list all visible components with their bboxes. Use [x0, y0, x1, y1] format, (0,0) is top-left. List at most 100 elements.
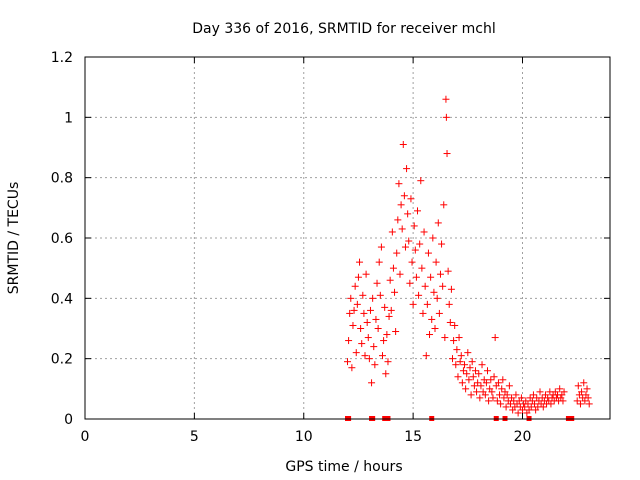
data-point	[372, 315, 380, 323]
data-point	[482, 379, 490, 387]
y-tick-label: 0.2	[51, 352, 73, 368]
data-point	[398, 225, 406, 233]
y-axis-label: SRMTID / TECUs	[6, 182, 22, 295]
data-point	[471, 367, 479, 375]
data-point	[506, 400, 514, 408]
data-point	[442, 113, 450, 121]
data-point	[440, 201, 448, 209]
data-point	[556, 385, 564, 393]
data-point	[455, 334, 463, 342]
x-tick-label: 5	[190, 429, 199, 445]
data-point	[459, 367, 467, 375]
data-point	[576, 400, 584, 408]
data-point	[360, 309, 368, 317]
data-point	[481, 391, 489, 399]
data-point	[400, 192, 408, 200]
data-point	[497, 400, 505, 408]
data-point	[477, 382, 485, 390]
data-point	[389, 264, 397, 272]
data-point	[485, 397, 493, 405]
data-point	[578, 388, 586, 396]
data-point	[478, 361, 486, 369]
data-point	[373, 279, 381, 287]
data-point	[453, 346, 461, 354]
data-point	[438, 240, 446, 248]
data-point	[371, 361, 379, 369]
data-point	[419, 309, 427, 317]
data-point	[529, 391, 537, 399]
data-point	[358, 340, 366, 348]
data-point	[368, 379, 376, 387]
data-point	[397, 201, 405, 209]
data-point	[392, 328, 400, 336]
data-point	[490, 373, 498, 381]
grid-lines	[85, 57, 610, 419]
data-point	[468, 358, 476, 366]
data-point	[395, 180, 403, 188]
data-point	[410, 222, 418, 230]
data-point	[377, 243, 385, 251]
data-point	[464, 349, 472, 357]
data-point	[414, 207, 421, 215]
data-point	[430, 288, 438, 296]
data-point	[401, 243, 409, 251]
data-point	[502, 403, 510, 411]
data-point	[446, 318, 454, 326]
data-point	[374, 325, 382, 332]
data-point	[345, 337, 353, 345]
y-tick-label: 0.4	[51, 291, 73, 307]
data-point	[465, 376, 473, 384]
data-point	[361, 352, 369, 360]
data-point	[491, 334, 499, 342]
data-point	[432, 258, 440, 266]
tick-labels: 0 0.2 0.4 0.6 0.8 1 1.2 0 5 10 15 20	[51, 50, 610, 445]
x-tick-label: 10	[295, 429, 313, 445]
data-point	[434, 219, 442, 227]
y-tick-label: 0	[64, 412, 73, 428]
data-point	[359, 291, 367, 299]
data-point	[363, 318, 371, 326]
data-point	[514, 409, 522, 417]
data-point	[474, 379, 482, 387]
data-point	[433, 294, 441, 302]
data-point	[429, 234, 437, 242]
data-point	[445, 300, 453, 308]
data-point	[405, 237, 413, 245]
data-point	[353, 300, 361, 308]
x-tick-label: 15	[404, 429, 422, 445]
data-point	[466, 364, 474, 372]
data-point	[456, 358, 464, 366]
data-point	[416, 240, 424, 248]
data-point	[423, 300, 431, 308]
data-point	[547, 400, 555, 408]
data-point	[443, 150, 451, 158]
data-point	[488, 388, 496, 396]
data-point	[505, 382, 513, 390]
data-point	[493, 397, 501, 405]
data-point	[536, 388, 544, 396]
data-point	[494, 379, 502, 387]
data-point	[426, 331, 434, 339]
data-point	[369, 294, 377, 302]
data-point	[346, 309, 354, 317]
data-point	[415, 291, 423, 299]
data-point	[385, 312, 393, 320]
data-point	[381, 303, 389, 311]
data-point	[370, 343, 378, 351]
data-point	[470, 382, 478, 390]
data-point	[375, 258, 383, 266]
data-point	[380, 337, 388, 345]
y-tick-label: 1.2	[51, 50, 73, 66]
data-point	[512, 391, 520, 399]
data-point	[500, 394, 508, 402]
data-point	[580, 379, 588, 387]
data-point	[574, 382, 582, 390]
data-point	[384, 358, 392, 366]
data-point	[521, 403, 529, 411]
data-point	[347, 294, 355, 302]
data-point	[404, 210, 412, 218]
data-point	[450, 337, 458, 345]
data-point	[393, 249, 401, 257]
data-point	[411, 246, 419, 254]
